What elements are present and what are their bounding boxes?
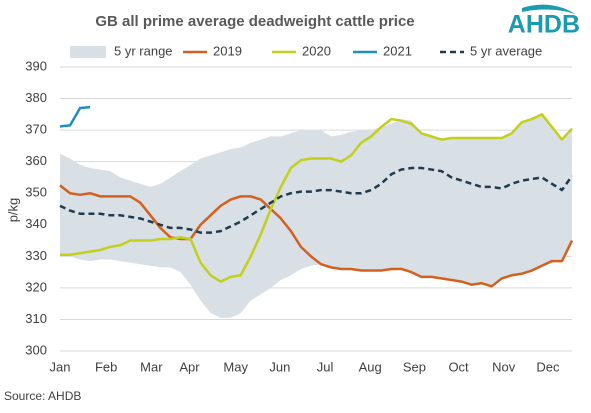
chart-title: GB all prime average deadweight cattle p… [95,13,414,30]
series-line [59,105,91,128]
y-tick-label: 380 [25,90,47,105]
legend-label: 2020 [302,43,331,58]
y-tick-label: 300 [25,342,47,357]
x-tick-label: Nov [492,359,516,374]
series-line [59,166,574,234]
y-tick-label: 360 [25,153,47,168]
y-tick-label: 370 [25,122,47,137]
y-tick-label: 310 [25,311,47,326]
series-line [60,113,573,283]
x-tick-label: May [223,359,248,374]
series-line [59,184,574,288]
y-tick-label: 340 [25,216,47,231]
y-axis-label: p/kg [5,198,20,223]
y-tick-label: 330 [25,248,47,263]
x-tick-label: Dec [536,359,560,374]
y-tick-label: 320 [25,279,47,294]
x-tick-label: Mar [140,359,163,374]
x-tick-label: Sep [403,359,426,374]
legend-swatch [70,46,106,58]
x-tick-label: Jun [269,359,290,374]
x-tick-label: Aug [359,359,382,374]
x-tick-label: Jan [50,359,71,374]
x-tick-label: Apr [179,359,200,374]
y-tick-label: 390 [25,58,47,73]
legend-label: 2019 [213,43,242,58]
y-tick-label: 350 [25,185,47,200]
x-tick-label: Feb [95,359,117,374]
x-tick-label: Jul [317,359,334,374]
legend-label: 5 yr range [114,43,173,58]
legend-label: 2021 [383,43,412,58]
logo: AHDB [508,11,580,39]
x-tick-label: Oct [448,359,469,374]
legend-label: 5 yr average [470,43,542,58]
logo-swoosh [522,4,575,14]
range-band [60,114,572,318]
source: Source: AHDB [4,389,81,403]
